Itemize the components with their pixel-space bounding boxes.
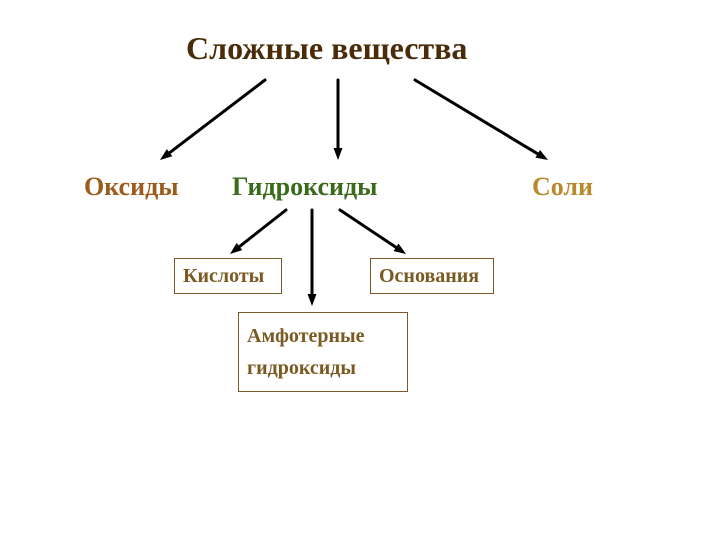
box-bases: Основания — [370, 258, 494, 294]
box-amphoteric-label: Амфотерныегидроксиды — [247, 320, 407, 384]
box-bases-label: Основания — [379, 260, 493, 292]
node-hydroxides: Гидроксиды — [232, 172, 377, 202]
diagram-title: Сложные вещества — [186, 30, 467, 67]
box-acids-label: Кислоты — [183, 260, 281, 292]
arrows-layer — [0, 0, 720, 540]
node-salts: Соли — [532, 172, 593, 202]
box-acids: Кислоты — [174, 258, 282, 294]
node-oxides: Оксиды — [84, 172, 179, 202]
diagram-stage: Сложные вещества Оксиды Гидроксиды Соли … — [0, 0, 720, 540]
box-amphoteric: Амфотерныегидроксиды — [238, 312, 408, 392]
